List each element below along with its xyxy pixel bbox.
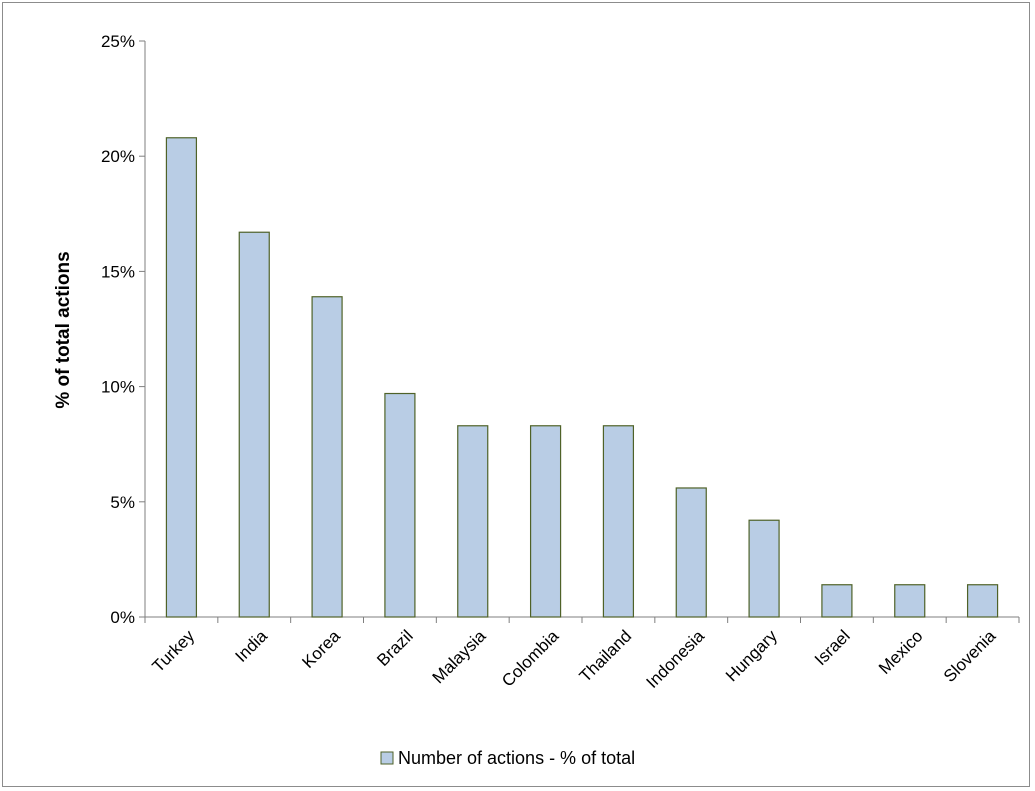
x-category-label: Brazil (373, 626, 416, 669)
bar (385, 394, 415, 617)
bar (895, 585, 925, 617)
legend: Number of actions - % of total (381, 748, 635, 768)
y-axis-title: % of total actions (53, 251, 74, 408)
x-category-label: Thailand (576, 626, 636, 686)
x-category-label: Slovenia (940, 626, 1000, 686)
legend-swatch (381, 752, 393, 764)
x-category-label: India (232, 626, 272, 666)
y-tick-label: 20% (101, 147, 135, 166)
x-category-label: Indonesia (643, 626, 709, 692)
category-labels: Turkey India Korea Brazil Malaysia Colombia Th… (149, 626, 1000, 692)
bar (312, 297, 342, 617)
y-tick-label: 0% (110, 608, 135, 627)
bar (458, 426, 488, 617)
y-tick-label: 25% (101, 32, 135, 51)
y-tick-label: 15% (101, 262, 135, 281)
y-axis: 0% 5% 10% 15% 20% 25% (101, 32, 145, 627)
bar (166, 138, 196, 617)
x-category-label: Hungary (722, 626, 781, 685)
x-category-label: Korea (298, 626, 344, 672)
x-axis (145, 617, 1019, 623)
bar (531, 426, 561, 617)
bar (676, 488, 706, 617)
bar (749, 520, 779, 617)
bar (603, 426, 633, 617)
x-category-label: Israel (811, 626, 854, 669)
bar (822, 585, 852, 617)
legend-label: Number of actions - % of total (398, 748, 635, 768)
bar (968, 585, 998, 617)
x-category-label: Turkey (149, 626, 199, 676)
x-category-label: Mexico (875, 626, 927, 678)
bar-series (166, 138, 997, 617)
x-category-label: Colombia (498, 626, 563, 691)
y-tick-label: 10% (101, 378, 135, 397)
y-tick-label: 5% (110, 493, 135, 512)
x-category-label: Malaysia (429, 626, 490, 687)
bar (239, 232, 269, 617)
